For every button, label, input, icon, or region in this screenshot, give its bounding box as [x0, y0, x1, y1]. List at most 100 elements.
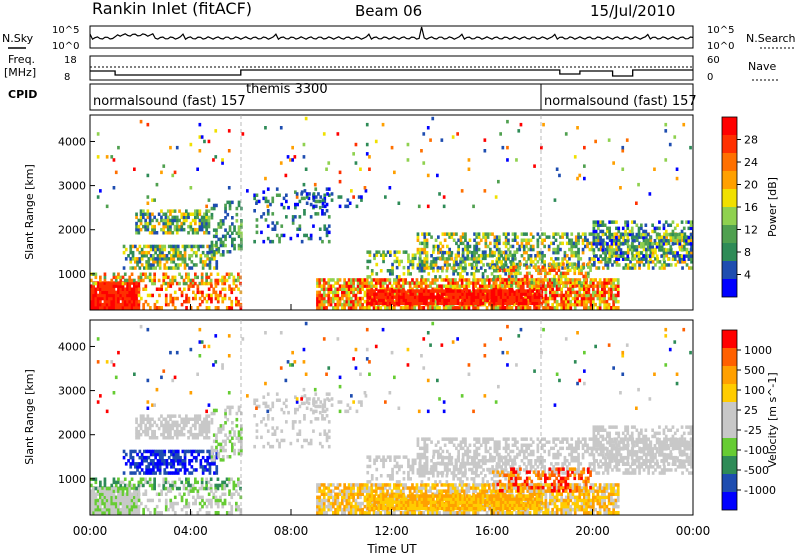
power-cell [525, 238, 528, 242]
power-cell [492, 287, 496, 291]
power-cell [667, 232, 670, 237]
power-cell [475, 241, 479, 246]
velocity-cell [172, 465, 176, 469]
power-cell [121, 299, 125, 304]
velocity-cell [126, 483, 129, 488]
power-cell [158, 266, 162, 270]
power-cell [345, 284, 349, 288]
power-cell [122, 266, 126, 270]
power-cell [172, 250, 176, 255]
power-cell [432, 244, 436, 249]
power-cell [200, 281, 204, 286]
power-cell [687, 239, 691, 243]
power-cell [498, 274, 502, 279]
velocity-cell [237, 451, 241, 456]
power-cell [626, 242, 630, 246]
power-cell [442, 278, 446, 282]
power-cell [219, 225, 223, 229]
power-cell [167, 250, 171, 255]
velocity-cell [200, 423, 204, 428]
power-cell [162, 231, 166, 235]
power-cell [341, 287, 344, 291]
power-cell [278, 239, 281, 244]
power-cell [654, 247, 657, 252]
power-cell [537, 277, 540, 282]
power-cell [185, 218, 188, 223]
power-cell [613, 254, 617, 258]
velocity-cell [164, 498, 168, 503]
power-cell [203, 231, 206, 235]
power-cell [189, 212, 193, 216]
power-cell [426, 173, 430, 178]
velocity-cell [237, 507, 240, 512]
power-cell [663, 254, 666, 258]
power-cell [226, 250, 230, 254]
power-cell [155, 231, 159, 235]
power-cell [443, 301, 446, 306]
velocity-cell [174, 468, 178, 472]
power-cell [117, 284, 120, 288]
velocity-cell [171, 436, 175, 440]
velocity-cell [137, 436, 141, 440]
power-cell [138, 266, 142, 270]
power-cell [195, 244, 198, 249]
velocity-cell [198, 507, 202, 512]
power-cell [336, 278, 340, 282]
power-cell [214, 306, 218, 310]
power-cell [137, 284, 141, 288]
power-cell [133, 290, 136, 295]
power-heatmap-cells [90, 116, 693, 310]
power-cell [461, 250, 465, 255]
power-cell [454, 284, 457, 288]
power-cell [375, 253, 379, 257]
power-cell [443, 257, 447, 261]
velocity-cell [121, 498, 125, 503]
power-cell [458, 306, 462, 310]
power-cell [158, 293, 161, 298]
velocity-cell [155, 492, 159, 496]
power-cell [408, 306, 412, 310]
velocity-cell [194, 480, 197, 485]
power-cell [651, 248, 654, 252]
power-cell [361, 284, 364, 288]
power-cell [626, 263, 630, 267]
power-cell [574, 263, 578, 267]
power-cell [99, 306, 102, 310]
power-cell [485, 306, 489, 310]
power-cell [597, 226, 600, 231]
power-cell [448, 247, 451, 252]
power-cell [594, 278, 597, 282]
power-cell [490, 272, 494, 276]
velocity-cell [282, 401, 286, 406]
velocity-cell [160, 414, 163, 418]
power-cell [624, 223, 627, 227]
velocity-cell [157, 417, 161, 421]
power-cell [182, 218, 186, 223]
velocity-cell [94, 507, 98, 512]
power-cell [171, 215, 175, 220]
power-cell [133, 278, 136, 283]
power-cell [216, 272, 220, 276]
power-cell [422, 278, 426, 282]
power-cell [436, 295, 440, 299]
power-cell [682, 245, 686, 249]
power-cell [496, 265, 500, 269]
power-cell [237, 200, 241, 205]
power-cell [637, 257, 641, 261]
power-cell [391, 265, 394, 270]
power-cell [507, 232, 510, 236]
power-cell [382, 250, 385, 254]
power-cell [441, 289, 444, 293]
power-cell [608, 229, 611, 234]
power-cell [413, 289, 417, 293]
velocity-cell [164, 477, 168, 481]
power-cell [201, 250, 205, 255]
power-cell [140, 247, 144, 252]
power-cell [597, 232, 600, 237]
power-cell [296, 233, 299, 238]
power-cell [522, 232, 526, 236]
power-cell [506, 301, 510, 306]
power-cell [397, 278, 401, 282]
velocity-cell [230, 495, 234, 500]
velocity-cell [179, 468, 182, 472]
